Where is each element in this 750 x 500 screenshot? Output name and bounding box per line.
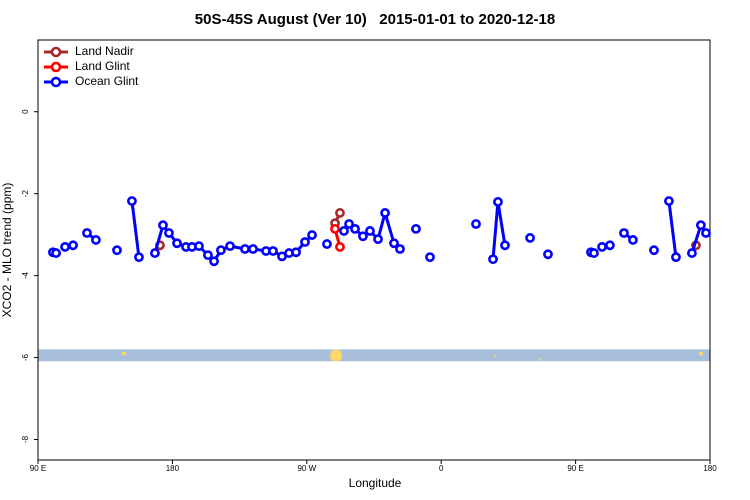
y-axis-label: XCO2 - MLO trend (ppm) (0, 183, 14, 318)
band (38, 349, 710, 362)
point (597, 242, 607, 252)
point (164, 228, 174, 238)
point (628, 235, 638, 245)
point (619, 228, 629, 238)
point (671, 252, 681, 263)
point (425, 252, 435, 263)
point (365, 226, 375, 236)
point (291, 247, 301, 258)
point (82, 228, 92, 238)
point (268, 246, 278, 256)
point (51, 248, 61, 258)
point (525, 233, 535, 243)
legend-label: Land Nadir (75, 44, 134, 58)
point (493, 196, 503, 207)
y-tick-label: -6 (21, 353, 30, 361)
highlight (121, 351, 126, 356)
x-tick-label: 180 (166, 464, 180, 473)
highlight (538, 358, 541, 361)
point (68, 240, 78, 251)
point (300, 237, 310, 247)
point (344, 219, 354, 229)
point (335, 208, 345, 218)
point (695, 220, 706, 231)
x-tick-label: 90 E (30, 464, 46, 473)
y-tick-label: -8 (21, 435, 30, 443)
x-tick-label: 180 (703, 464, 717, 473)
point (350, 223, 360, 234)
point (664, 196, 674, 206)
highlight (493, 354, 496, 357)
point (307, 230, 317, 240)
x-axis-label: Longitude (349, 476, 402, 490)
point (112, 245, 122, 256)
point (687, 248, 697, 258)
point (395, 244, 405, 254)
point (471, 219, 481, 229)
point (91, 235, 101, 245)
point (158, 220, 168, 231)
point (339, 226, 349, 236)
point (216, 245, 226, 256)
point (411, 223, 421, 234)
point (543, 249, 553, 260)
chart-title: 50S-45S August (Ver 10) 2015-01-01 to 20… (195, 11, 555, 28)
point (649, 245, 659, 256)
x-tick-label: 0 (439, 464, 444, 473)
point (335, 242, 345, 252)
highlight (330, 349, 343, 362)
point (373, 234, 383, 245)
point (194, 241, 204, 252)
point (60, 242, 70, 252)
point (701, 228, 711, 238)
legend-label: Ocean Glint (75, 74, 139, 88)
x-tick-label: 90 E (567, 464, 583, 473)
point (134, 252, 144, 263)
point (248, 244, 258, 254)
point (488, 254, 498, 265)
point (389, 238, 399, 249)
y-tick-label: -4 (21, 272, 30, 280)
point (225, 241, 235, 252)
point (322, 239, 332, 249)
point (358, 231, 368, 242)
plot-frame (37, 39, 711, 461)
legend-marker (50, 61, 62, 73)
point (605, 240, 615, 251)
point (209, 256, 219, 267)
point (330, 223, 340, 234)
legend-label: Land Glint (75, 59, 130, 73)
legend-marker (50, 76, 62, 88)
highlight (699, 351, 704, 356)
point (127, 196, 137, 206)
point (500, 240, 510, 251)
point (380, 208, 390, 218)
x-tick-label: 90 W (297, 464, 316, 473)
point (172, 238, 182, 249)
point (150, 248, 160, 258)
point (203, 250, 213, 261)
y-tick-label: 0 (21, 109, 30, 114)
legend-marker (50, 46, 62, 58)
y-tick-label: -2 (21, 190, 30, 198)
point (240, 244, 250, 254)
point (589, 248, 599, 258)
